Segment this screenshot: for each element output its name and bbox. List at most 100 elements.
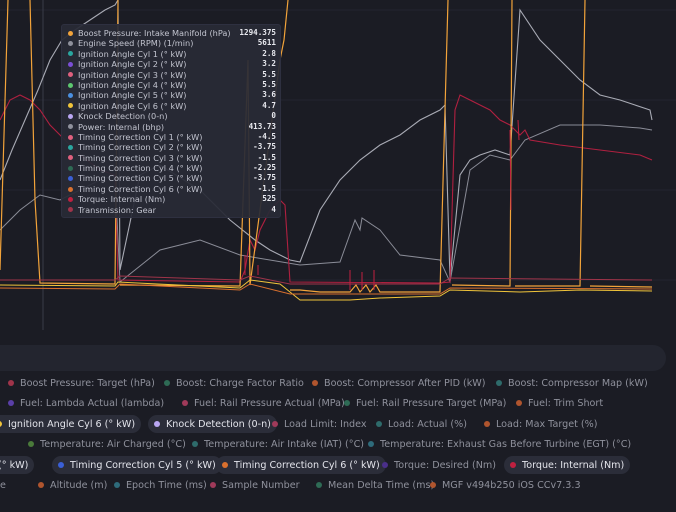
series-color-dot xyxy=(68,144,73,150)
tooltip-series-label: Power: Internal (bhp) xyxy=(78,121,165,132)
series-color-dot xyxy=(164,380,170,386)
series-color-dot xyxy=(28,441,34,447)
legend-chip-label: Fuel: Rail Pressure Actual (MPa) xyxy=(194,397,345,409)
series-color-dot xyxy=(68,124,73,130)
legend-chip[interactable]: Load: Max Target (%) xyxy=(478,415,604,433)
tooltip-row: Timing Correction Cyl 1 (° kW) -4.5 xyxy=(68,132,276,142)
legend-chip[interactable]: Fuel: Rail Pressure Target (MPa) xyxy=(338,394,512,412)
legend-chip-label: Torque: Internal (Nm) xyxy=(522,459,625,471)
legend-chip[interactable]: Altitude (m) xyxy=(32,476,113,494)
legend-chip-label: Timing Correction Cyl 5 (° kW) xyxy=(70,459,216,471)
series-color-dot xyxy=(210,482,216,488)
legend-chip[interactable]: Load: Actual (%) xyxy=(370,415,473,433)
legend-chip-label: (° kW) xyxy=(0,459,29,471)
series-color-dot xyxy=(516,400,522,406)
tooltip-row: Ignition Angle Cyl 6 (° kW) 4.7 xyxy=(68,101,276,111)
legend-chip[interactable]: Sample Number xyxy=(204,476,306,494)
tooltip-series-value: -4.5 xyxy=(257,131,276,141)
legend-chip[interactable]: MGF v494b250 iOS CCv7.3.3 xyxy=(424,476,587,494)
tooltip-series-label: Knock Detection (0-n) xyxy=(78,111,168,122)
tooltip-series-value: -3.75 xyxy=(253,173,276,183)
legend-row: Boost Pressure: Target (hPa) Boost: Charg… xyxy=(0,374,676,394)
legend-chip[interactable]: Load Limit: Index xyxy=(266,415,373,433)
tooltip-series-value: 525 xyxy=(262,194,276,204)
legend-chip[interactable]: e xyxy=(0,476,12,494)
tooltip-series-label: Ignition Angle Cyl 3 (° kW) xyxy=(78,69,187,80)
tooltip-row: Timing Correction Cyl 6 (° kW) -1.5 xyxy=(68,184,276,194)
tooltip-series-value: -1.5 xyxy=(257,183,276,193)
legend-chip[interactable]: Torque: Desired (Nm) xyxy=(376,456,502,474)
tooltip-row: Ignition Angle Cyl 1 (° kW) 2.8 xyxy=(68,49,276,59)
series-color-dot xyxy=(312,380,318,386)
legend-chip[interactable]: Fuel: Lambda Actual (lambda) xyxy=(2,394,170,412)
legend-scrollbar[interactable] xyxy=(0,345,666,371)
legend-chip-label: Ignition Angle Cyl 6 (° kW) xyxy=(8,418,136,430)
series-color-dot xyxy=(68,176,73,182)
tooltip-series-value: 413.73 xyxy=(248,121,276,131)
series-color-dot xyxy=(484,421,490,427)
tooltip-series-label: Ignition Angle Cyl 4 (° kW) xyxy=(78,79,187,90)
series-color-dot xyxy=(376,421,382,427)
series-color-dot xyxy=(68,41,73,47)
tooltip-series-label: Timing Correction Cyl 6 (° kW) xyxy=(78,183,203,194)
legend-chip[interactable]: Temperature: Air Charged (°C) xyxy=(22,435,192,453)
legend-chip[interactable]: Boost: Compressor Map (kW) xyxy=(490,374,654,392)
legend-chip-label: Torque: Desired (Nm) xyxy=(394,459,496,471)
tooltip-row: Torque: Internal (Nm) 525 xyxy=(68,194,276,204)
legend-chip[interactable]: Boost: Charge Factor Ratio xyxy=(158,374,310,392)
tooltip-series-value: 3.2 xyxy=(262,59,276,69)
legend-row: (° kW) Timing Correction Cyl 5 (° kW) Timi… xyxy=(0,456,676,476)
series-color-dot xyxy=(430,482,436,488)
legend-row: Ignition Angle Cyl 6 (° kW) Knock Detecti… xyxy=(0,415,676,435)
tooltip-row: Timing Correction Cyl 2 (° kW) -3.75 xyxy=(68,142,276,152)
tooltip-series-value: 1294.375 xyxy=(239,28,276,37)
tooltip-row: Ignition Angle Cyl 3 (° kW) 5.5 xyxy=(68,70,276,80)
engine-speed-line xyxy=(0,0,653,281)
series-color-dot xyxy=(68,186,73,192)
tooltip-series-value: 5.5 xyxy=(262,79,276,89)
legend-chip[interactable]: (° kW) xyxy=(0,456,35,474)
tooltip-row: Engine Speed (RPM) (1/min) 5611 xyxy=(68,38,276,48)
legend-chip[interactable]: Mean Delta Time (ms) xyxy=(310,476,440,494)
tooltip-row: Knock Detection (0-n) 0 xyxy=(68,111,276,121)
series-color-dot xyxy=(68,103,73,109)
legend-row: Temperature: Air Charged (°C) Temperature… xyxy=(0,435,676,455)
tooltip-row: Transmission: Gear 4 xyxy=(68,205,276,215)
data-tooltip: Boost Pressure: Intake Manifold (hPa) 129… xyxy=(61,24,281,218)
legend-chip[interactable]: Fuel: Trim Short xyxy=(510,394,609,412)
series-color-dot xyxy=(496,380,502,386)
tooltip-row: Timing Correction Cyl 3 (° kW) -1.5 xyxy=(68,153,276,163)
legend-chip[interactable]: Timing Correction Cyl 5 (° kW) xyxy=(52,456,222,474)
tooltip-series-label: Torque: Internal (Nm) xyxy=(78,194,166,205)
legend-chip-label: Altitude (m) xyxy=(50,479,108,491)
series-color-dot xyxy=(192,441,198,447)
legend-chip[interactable]: Fuel: Rail Pressure Actual (MPa) xyxy=(176,394,351,412)
legend-chip-label: Boost: Compressor Map (kW) xyxy=(508,377,648,389)
red-spikes xyxy=(244,119,520,290)
legend-chip[interactable]: Knock Detection (0-n) xyxy=(148,415,277,433)
legend-chip[interactable]: Temperature: Air Intake (IAT) (°C) xyxy=(186,435,370,453)
legend-chip[interactable]: Boost: Compressor After PID (kW) xyxy=(306,374,492,392)
legend-chip-label: Knock Detection (0-n) xyxy=(166,418,271,430)
tooltip-series-value: 0 xyxy=(271,111,276,121)
tooltip-series-label: Timing Correction Cyl 1 (° kW) xyxy=(78,131,203,142)
tooltip-row: Ignition Angle Cyl 5 (° kW) 3.6 xyxy=(68,90,276,100)
legend-row: e Altitude (m) Epoch Time (ms) Sample Numbe… xyxy=(0,476,676,496)
series-color-dot xyxy=(114,482,120,488)
legend-chip-label: Temperature: Exhaust Gas Before Turbine … xyxy=(380,438,632,450)
series-color-dot xyxy=(368,441,374,447)
legend-chip[interactable]: Epoch Time (ms) xyxy=(108,476,213,494)
tooltip-series-label: Timing Correction Cyl 2 (° kW) xyxy=(78,142,203,153)
legend-chip[interactable]: Temperature: Exhaust Gas Before Turbine … xyxy=(362,435,637,453)
legend-chip-label: Epoch Time (ms) xyxy=(126,479,207,491)
legend-chip[interactable]: Timing Correction Cyl 6 (° kW) xyxy=(216,456,386,474)
legend-chip[interactable]: Ignition Angle Cyl 6 (° kW) xyxy=(0,415,142,433)
legend-chip[interactable]: Torque: Internal (Nm) xyxy=(504,456,631,474)
tooltip-series-label: Ignition Angle Cyl 5 (° kW) xyxy=(78,90,187,101)
legend-chip-label: Load Limit: Index xyxy=(284,418,367,430)
legend-chip[interactable]: Boost Pressure: Target (hPa) xyxy=(2,374,161,392)
legend-chip-label: e xyxy=(0,479,6,491)
series-color-dot xyxy=(382,462,388,468)
series-color-dot xyxy=(68,51,73,57)
tooltip-row: Boost Pressure: Intake Manifold (hPa) 129… xyxy=(68,28,276,38)
